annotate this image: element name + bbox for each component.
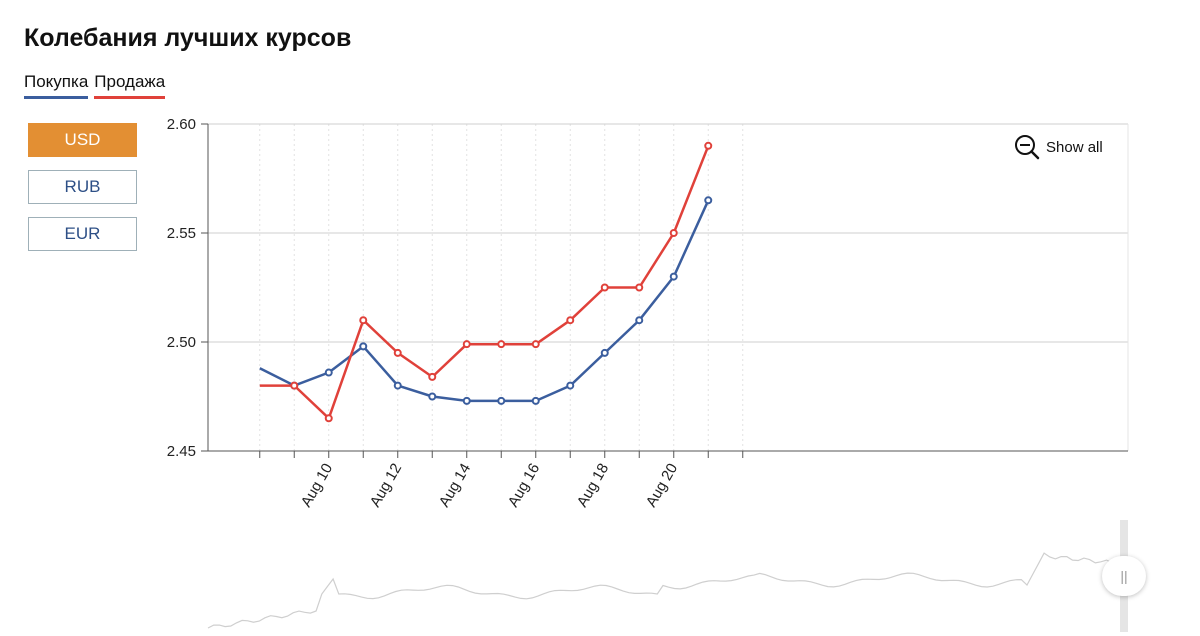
legend-item-sell[interactable]: Продажа — [94, 72, 166, 99]
zoom-out-icon — [1015, 135, 1040, 160]
data-point[interactable] — [531, 340, 540, 349]
series — [259, 141, 713, 423]
navigator[interactable] — [207, 520, 1128, 632]
data-point[interactable] — [393, 348, 402, 357]
x-tick-label: Aug 14 — [436, 461, 474, 511]
data-point[interactable] — [290, 381, 299, 390]
data-point[interactable] — [359, 316, 368, 325]
series-line — [259, 199, 710, 403]
data-point[interactable] — [497, 396, 506, 405]
data-point[interactable] — [704, 196, 713, 205]
series-buy — [259, 196, 713, 405]
y-tick-label: 2.60 — [167, 116, 196, 133]
currency-button-rub[interactable]: RUB — [28, 170, 137, 204]
x-tick-label: Aug 16 — [505, 461, 543, 511]
x-tick-label: Aug 10 — [298, 461, 336, 511]
currency-button-usd[interactable]: USD — [28, 123, 137, 157]
chart-title: Колебания лучших курсов — [24, 24, 352, 52]
data-point[interactable] — [669, 229, 678, 237]
show-all-button[interactable]: Show all — [1014, 134, 1103, 160]
data-point[interactable] — [393, 381, 402, 390]
data-point[interactable] — [635, 316, 644, 325]
series-line — [259, 145, 710, 420]
legend: Покупка Продажа — [24, 72, 166, 99]
data-point[interactable] — [462, 340, 471, 349]
series-sell — [259, 141, 713, 423]
data-point[interactable] — [704, 141, 713, 150]
show-all-label: Show all — [1046, 138, 1103, 156]
data-point[interactable] — [428, 372, 437, 381]
data-point[interactable] — [566, 316, 575, 325]
data-point[interactable] — [462, 396, 471, 405]
data-point[interactable] — [669, 272, 678, 281]
data-point[interactable] — [359, 342, 368, 351]
x-tick-label: Aug 20 — [643, 461, 681, 511]
y-tick-label: 2.50 — [167, 334, 196, 351]
data-point[interactable] — [324, 368, 333, 377]
data-point[interactable] — [531, 396, 540, 405]
legend-item-buy[interactable]: Покупка — [24, 72, 89, 99]
data-point[interactable] — [566, 381, 575, 390]
data-point[interactable] — [600, 348, 609, 357]
navigator-line — [207, 552, 1119, 629]
data-point[interactable] — [635, 283, 644, 292]
data-point[interactable] — [428, 392, 437, 401]
axes: 2.60 2.55 2.50 2.45 Aug 10 Aug 12 Aug 14 Aug 16… — [167, 116, 1128, 510]
data-point[interactable] — [497, 340, 506, 349]
x-tick-label: Aug 18 — [574, 461, 612, 511]
currency-selector: USD RUB EUR — [28, 123, 137, 251]
grid — [208, 123, 1129, 452]
data-point[interactable] — [600, 283, 609, 292]
x-tick-label: Aug 12 — [367, 461, 405, 511]
y-tick-label: 2.55 — [167, 225, 196, 242]
currency-button-eur[interactable]: EUR — [28, 217, 137, 251]
navigator-scroll-handle[interactable]: || — [1102, 556, 1146, 596]
grip-icon: || — [1120, 568, 1128, 584]
y-tick-label: 2.45 — [167, 443, 196, 460]
data-point[interactable] — [324, 414, 333, 423]
